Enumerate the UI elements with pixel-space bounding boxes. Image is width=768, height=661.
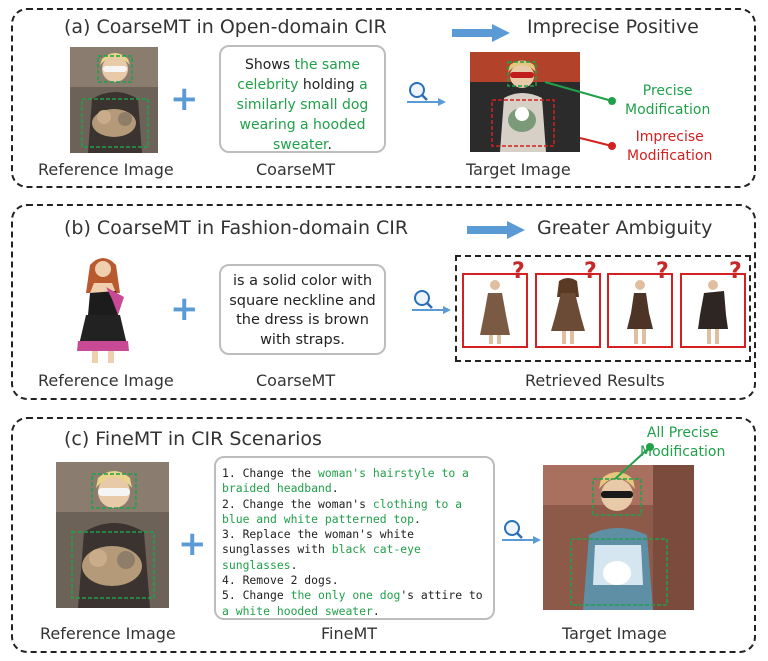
item-text-green: woman's hairstyle to a braided headband — [222, 466, 469, 496]
item-text: Change the woman's — [242, 496, 373, 511]
retrieved-result — [680, 273, 746, 348]
finemt-item: 2. Change the woman's clothing to a blue… — [222, 497, 487, 528]
item-text-green: the only one dog — [290, 588, 401, 603]
item-text-green: clothing to a blue and white patterned t… — [222, 496, 463, 526]
target-caption: Target Image — [562, 624, 667, 643]
panel-b-title: (b) CoarseMT in Fashion-domain CIR — [64, 217, 409, 239]
question-mark-icon: ? — [512, 259, 525, 284]
item-number: 2. — [222, 496, 243, 511]
item-text: Change — [242, 588, 291, 603]
finemt-item: 1. Change the woman's hairstyle to a bra… — [222, 466, 487, 497]
question-mark-icon: ? — [656, 259, 669, 284]
right-arrow-icon — [452, 24, 510, 42]
finemt-item: 4. Remove 2 dogs. — [222, 573, 487, 588]
panel-c — [11, 417, 756, 653]
item-text: Change the — [242, 466, 319, 480]
panel-b — [11, 204, 756, 400]
ann-line: Modification — [625, 102, 711, 118]
question-mark-icon: ? — [584, 259, 597, 284]
reference-image — [56, 462, 169, 608]
target-image — [543, 465, 694, 610]
item-number: 3. — [222, 527, 243, 542]
question-mark-icon: ? — [729, 259, 742, 284]
target-image — [470, 52, 580, 152]
panel-a-result-label: Imprecise Positive — [527, 16, 699, 38]
finemt-caption: FineMT — [321, 624, 378, 643]
imprecise-annotation: Imprecise Modification — [627, 128, 712, 166]
coarse-caption: CoarseMT — [256, 371, 336, 390]
magnifier-arrow-icon — [502, 520, 541, 544]
ann-line: Modification — [627, 148, 713, 164]
ann-line: Modification — [640, 444, 726, 460]
item-text: . — [290, 557, 298, 572]
plus-icon: + — [178, 524, 207, 564]
item-text-green: black cat-eye sunglasses — [222, 542, 421, 572]
magnifier-arrow-icon — [412, 290, 451, 314]
coarse-text-box: Shows the same celebrity holding a simil… — [219, 45, 386, 153]
text-part-green: the same celebrity — [237, 57, 361, 93]
ann-line: All Precise — [646, 425, 719, 441]
ann-line: Precise — [642, 83, 693, 99]
item-text-green: a white hooded sweater — [222, 603, 373, 618]
reference-caption: Reference Image — [40, 624, 176, 643]
coarse-caption: CoarseMT — [256, 160, 336, 179]
panel-b-result-label: Greater Ambiguity — [537, 217, 713, 239]
text-part: . — [327, 137, 332, 153]
item-text: Remove 2 dogs. — [242, 573, 339, 588]
retrieved-result — [535, 273, 601, 348]
retrieved-result — [462, 273, 528, 348]
reference-image — [70, 47, 158, 153]
item-number: 4. — [222, 573, 243, 588]
coarse-text-box: is a solid color with square neckline an… — [219, 264, 386, 355]
item-text: . — [414, 511, 421, 526]
item-text: . — [331, 481, 339, 496]
item-number: 1. — [222, 466, 243, 480]
item-text: 's attire to — [400, 588, 483, 603]
panel-a — [11, 8, 756, 188]
reference-caption: Reference Image — [38, 160, 174, 179]
text-part: Shows — [244, 57, 295, 73]
reference-caption: Reference Image — [38, 371, 174, 390]
item-text: Replace the woman's white sunglasses wit… — [222, 527, 415, 557]
reference-image — [68, 253, 138, 363]
retrieved-caption: Retrieved Results — [525, 371, 665, 390]
right-arrow-icon — [467, 221, 525, 239]
retrieved-result — [607, 273, 673, 348]
panel-c-title: (c) FineMT in CIR Scenarios — [64, 428, 322, 450]
finemt-item: 5. Change the only one dog's attire to a… — [222, 588, 487, 619]
coarse-text: is a solid color with square neckline an… — [229, 273, 376, 348]
finemt-text-box: 1. Change the woman's hairstyle to a bra… — [214, 456, 495, 620]
magnifier-arrow-icon — [407, 82, 446, 106]
plus-icon: + — [170, 79, 199, 119]
retrieved-results-box — [455, 255, 751, 362]
item-text: . — [372, 603, 380, 618]
annotation-lines — [544, 81, 616, 150]
precise-annotation: Precise Modification — [625, 82, 710, 120]
all-precise-annotation: All Precise Modification — [640, 424, 725, 462]
text-part-green: a similarly small dog wearing a hooded s… — [236, 77, 369, 153]
item-number: 5. — [222, 588, 243, 603]
ann-line: Imprecise — [635, 129, 704, 145]
finemt-item: 3. Replace the woman's white sunglasses … — [222, 527, 487, 573]
panel-a-title: (a) CoarseMT in Open-domain CIR — [64, 16, 387, 38]
plus-icon: + — [170, 289, 199, 329]
target-caption: Target Image — [466, 160, 571, 179]
text-part: holding — [298, 77, 360, 93]
